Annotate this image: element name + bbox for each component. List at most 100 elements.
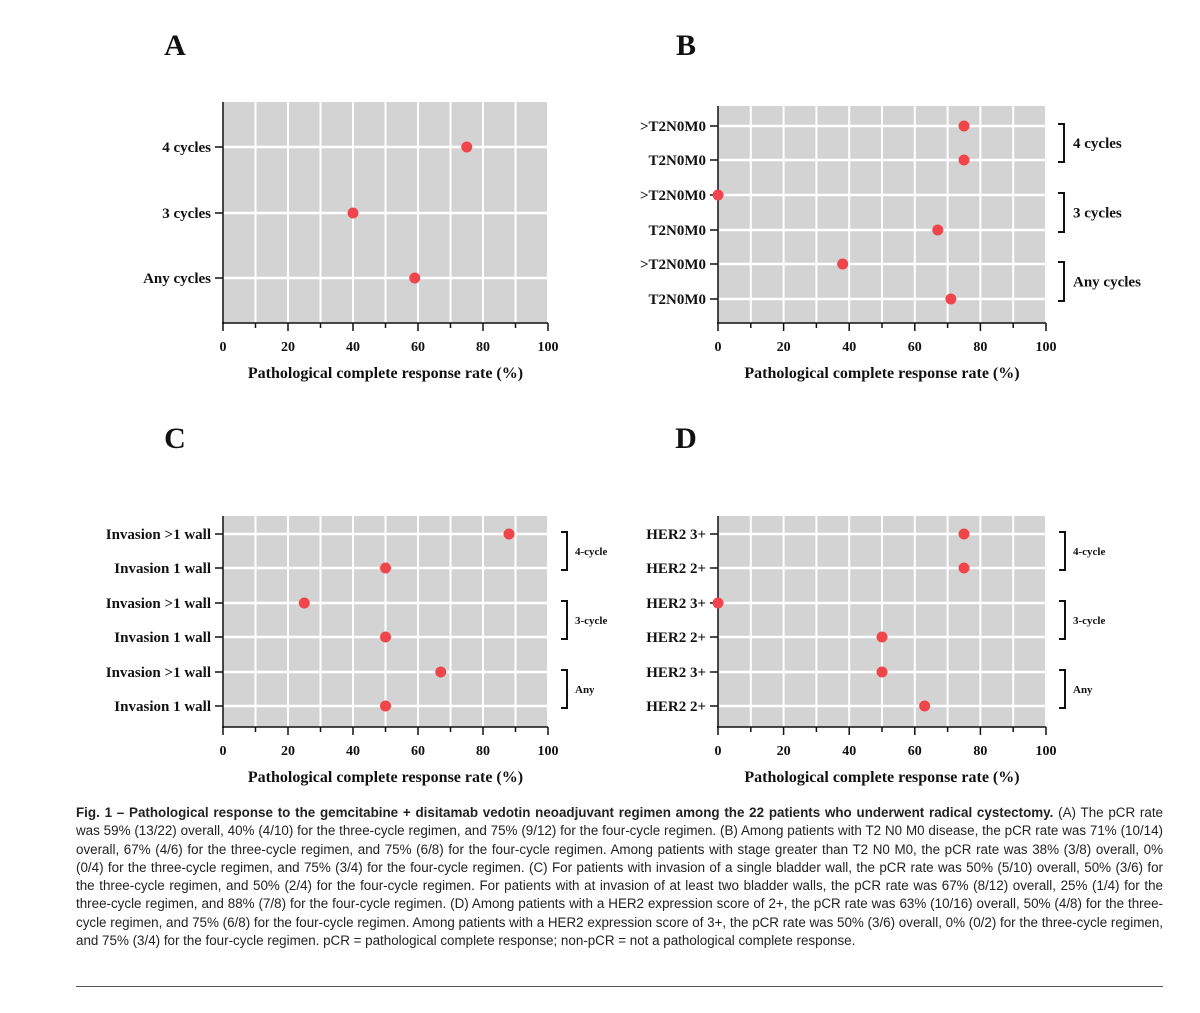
category-label: Any cycles — [143, 271, 211, 287]
x-tick-label: 100 — [538, 340, 559, 355]
data-point — [503, 528, 515, 540]
data-point — [435, 666, 447, 678]
data-point — [712, 189, 724, 201]
x-tick-label: 80 — [973, 340, 987, 355]
group-label: Any — [1073, 684, 1093, 696]
caption-body: (A) The pCR rate was 59% (13/22) overall… — [76, 805, 1164, 949]
group-label: 4 cycles — [1073, 136, 1122, 152]
caption-rule — [76, 986, 1163, 987]
x-tick-label: 60 — [908, 340, 922, 355]
data-point — [461, 141, 473, 153]
x-tick-label: 60 — [411, 744, 425, 759]
x-tick-label: 20 — [281, 744, 295, 759]
gridlines — [223, 516, 549, 727]
x-tick-label: 0 — [715, 744, 722, 759]
x-axis-title: Pathological complete response rate (%) — [744, 769, 1019, 786]
category-label: HER2 2+ — [646, 561, 706, 577]
data-point — [958, 562, 970, 574]
category-label: 3 cycles — [162, 206, 211, 222]
group-label: 4-cycle — [575, 546, 607, 558]
group-bracket — [561, 600, 568, 640]
x-axis-title: Pathological complete response rate (%) — [248, 365, 523, 382]
data-point — [945, 293, 957, 305]
gridlines — [223, 102, 549, 323]
x-tick-label: 40 — [842, 744, 856, 759]
group-bracket — [1058, 123, 1065, 163]
panel-letter: A — [164, 29, 186, 62]
data-point — [876, 631, 888, 643]
category-label: >T2N0M0 — [640, 188, 706, 204]
x-tick-label: 20 — [777, 340, 791, 355]
x-axis-title: Pathological complete response rate (%) — [744, 365, 1019, 382]
panel-a: A 0 20 40 60 80 100 Pathological complete respo… — [143, 29, 558, 382]
x-tick-label: 20 — [777, 744, 791, 759]
panel-b: B 0 20 40 60 80 100 Pathological complete respo… — [640, 29, 1141, 382]
data-point — [958, 120, 970, 132]
x-tick-label: 80 — [973, 744, 987, 759]
x-tick-label: 40 — [842, 340, 856, 355]
group-label: Any — [575, 684, 595, 696]
x-axis-title: Pathological complete response rate (%) — [248, 769, 523, 786]
category-label: HER2 3+ — [646, 665, 706, 681]
x-tick-label: 0 — [715, 340, 722, 355]
x-tick-label: 0 — [220, 340, 227, 355]
data-point — [347, 207, 359, 219]
data-point — [409, 272, 421, 284]
category-label: Invasion 1 wall — [114, 561, 211, 577]
category-label: Invasion >1 wall — [106, 665, 211, 681]
x-tick-label: 80 — [476, 744, 490, 759]
group-bracket — [561, 669, 568, 709]
group-bracket — [1059, 600, 1066, 640]
group-label: Any cycles — [1073, 275, 1141, 291]
group-bracket — [1059, 669, 1066, 709]
group-bracket — [1058, 261, 1065, 302]
data-point — [837, 258, 849, 270]
category-label: T2N0M0 — [649, 292, 707, 308]
category-label: 4 cycles — [162, 140, 211, 156]
panel-letter: D — [675, 422, 697, 455]
x-tick-label: 60 — [411, 340, 425, 355]
category-label: HER2 3+ — [646, 596, 706, 612]
category-label: HER2 3+ — [646, 527, 706, 543]
group-label: 3 cycles — [1073, 206, 1122, 222]
category-label: >T2N0M0 — [640, 257, 706, 273]
data-point — [958, 154, 970, 166]
data-point — [712, 597, 724, 609]
group-bracket — [1058, 192, 1065, 233]
category-label: T2N0M0 — [649, 153, 707, 169]
data-point — [298, 597, 310, 609]
x-tick-label: 0 — [220, 744, 227, 759]
group-label: 3-cycle — [1073, 615, 1105, 627]
group-label: 4-cycle — [1073, 546, 1105, 558]
data-point — [380, 700, 391, 712]
x-tick-label: 100 — [1036, 744, 1057, 759]
x-tick-label: 100 — [1036, 340, 1057, 355]
category-label: T2N0M0 — [649, 223, 707, 239]
data-point — [380, 562, 391, 574]
data-point — [932, 224, 944, 236]
x-tick-label: 80 — [476, 340, 490, 355]
data-point — [958, 528, 970, 540]
category-label: Invasion >1 wall — [106, 596, 211, 612]
panel-d: D 0 20 40 60 80 100 Pathological complete respo… — [646, 422, 1105, 786]
x-tick-label: 20 — [281, 340, 295, 355]
x-tick-label: 40 — [346, 340, 360, 355]
category-label: >T2N0M0 — [640, 119, 706, 135]
panel-letter: B — [676, 29, 696, 62]
category-label: Invasion 1 wall — [114, 699, 211, 715]
group-bracket — [561, 531, 568, 571]
panel-letter: C — [164, 422, 186, 455]
panel-c: C 0 20 40 60 80 100 Pathological complete respo… — [106, 422, 608, 786]
x-tick-label: 40 — [346, 744, 360, 759]
data-point — [876, 666, 888, 678]
x-tick-label: 60 — [908, 744, 922, 759]
group-label: 3-cycle — [575, 615, 607, 627]
figure: A 0 20 40 60 80 100 Pathological complete respo… — [106, 29, 1141, 786]
gridlines — [718, 106, 1047, 323]
x-tick-label: 100 — [538, 744, 559, 759]
group-bracket — [1059, 531, 1066, 571]
data-point — [919, 700, 931, 712]
caption-lead: Fig. 1 – Pathological response to the ge… — [76, 805, 1054, 820]
category-label: HER2 2+ — [646, 630, 706, 646]
data-point — [380, 631, 391, 643]
